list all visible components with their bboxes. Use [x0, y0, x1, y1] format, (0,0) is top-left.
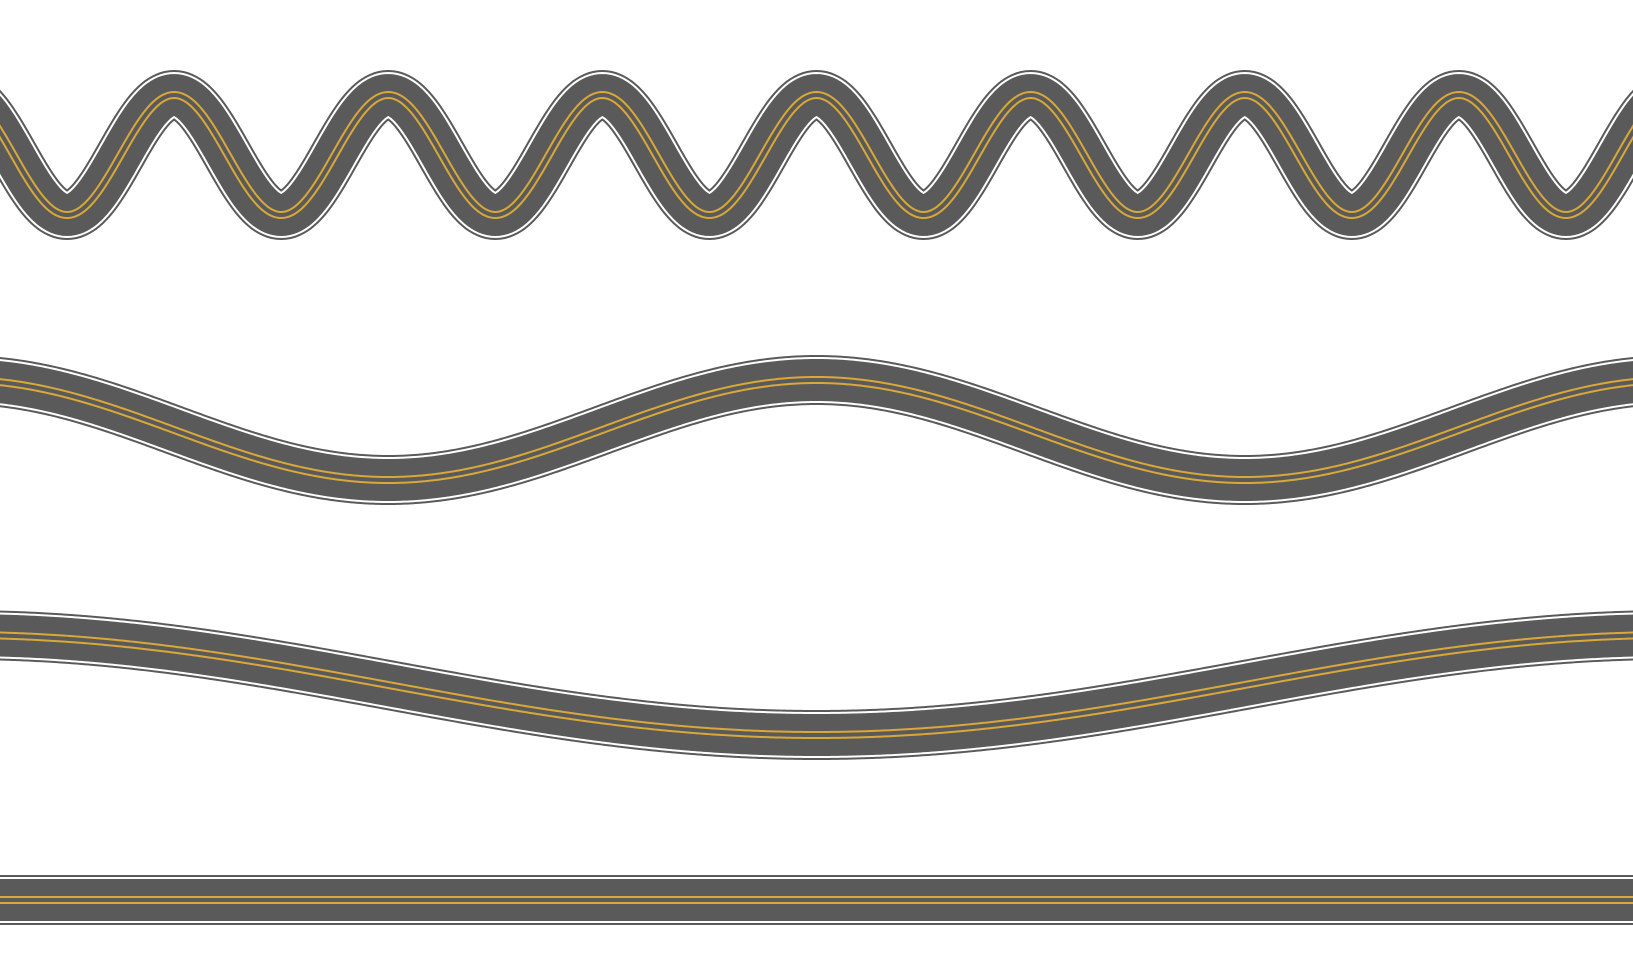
- road-straight: [0, 878, 1633, 922]
- road-illustration: [0, 0, 1633, 980]
